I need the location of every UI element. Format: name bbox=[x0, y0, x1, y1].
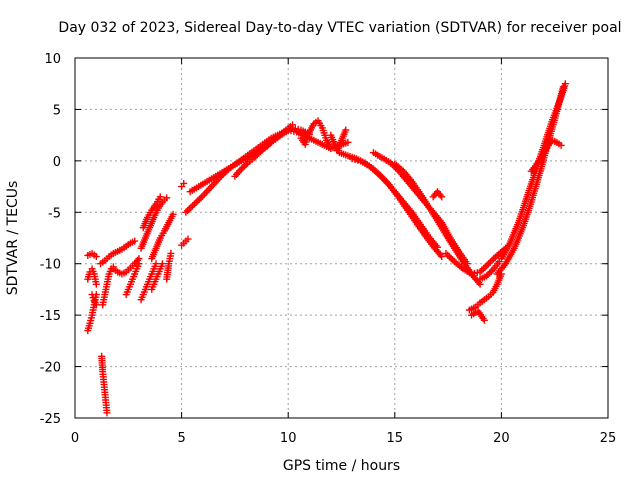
data-point bbox=[158, 260, 166, 268]
y-tick-label: -20 bbox=[40, 361, 61, 376]
y-tick-label: 10 bbox=[44, 52, 61, 67]
data-point bbox=[487, 267, 495, 275]
data-point bbox=[92, 280, 100, 288]
data-point bbox=[250, 154, 258, 162]
chart-title: Day 032 of 2023, Sidereal Day-to-day VTE… bbox=[58, 20, 621, 36]
data-point bbox=[240, 162, 248, 170]
data-point bbox=[152, 260, 160, 268]
data-point bbox=[242, 160, 250, 168]
data-point bbox=[252, 152, 260, 160]
plot-frame bbox=[74, 57, 609, 419]
data-point bbox=[237, 165, 245, 173]
data-point bbox=[342, 126, 350, 134]
data-point bbox=[92, 253, 100, 261]
data-point bbox=[92, 301, 100, 309]
data-point bbox=[131, 237, 139, 245]
y-tick-label: -15 bbox=[40, 309, 61, 324]
axis-ticks: 0 5 10 15 20 25 -25 -20 -15 -10 -5 0 5 10 bbox=[40, 52, 617, 446]
data-point bbox=[239, 164, 247, 172]
data-point bbox=[156, 193, 164, 201]
data-point bbox=[255, 149, 263, 157]
data-point bbox=[89, 294, 97, 302]
data-point bbox=[169, 210, 177, 218]
data-point bbox=[268, 138, 276, 146]
x-tick-label: 25 bbox=[600, 431, 617, 446]
data-point bbox=[135, 260, 143, 268]
data-point bbox=[253, 151, 261, 159]
y-tick-label: 0 bbox=[53, 155, 61, 170]
x-tick-label: 15 bbox=[387, 431, 404, 446]
y-tick-label: 5 bbox=[53, 103, 61, 118]
y-tick-label: -25 bbox=[40, 412, 61, 427]
x-tick-label: 10 bbox=[280, 431, 297, 446]
x-tick-label: 0 bbox=[71, 431, 79, 446]
data-point bbox=[486, 269, 494, 277]
y-tick-label: -10 bbox=[40, 258, 61, 273]
data-point bbox=[167, 249, 175, 257]
data-point bbox=[344, 138, 352, 146]
data-point bbox=[438, 253, 446, 261]
data-point bbox=[88, 291, 96, 299]
x-tick-label: 5 bbox=[177, 431, 185, 446]
data-point bbox=[561, 80, 569, 88]
x-tick-label: 20 bbox=[493, 431, 510, 446]
data-point bbox=[557, 141, 565, 149]
data-point bbox=[438, 193, 446, 201]
y-tick-label: -5 bbox=[48, 206, 61, 221]
data-point bbox=[484, 271, 492, 279]
data-point bbox=[433, 243, 441, 251]
grid-lines bbox=[75, 58, 608, 418]
data-point bbox=[480, 316, 488, 324]
data-point bbox=[163, 194, 171, 202]
data-point bbox=[288, 121, 296, 129]
data-point bbox=[264, 141, 272, 149]
data-point bbox=[184, 235, 192, 243]
data-point bbox=[266, 139, 274, 147]
data-points bbox=[84, 80, 569, 417]
data-point bbox=[263, 142, 271, 150]
x-axis-label: GPS time / hours bbox=[283, 458, 400, 474]
data-point bbox=[103, 409, 111, 417]
data-point bbox=[180, 179, 188, 187]
data-point bbox=[482, 272, 490, 280]
y-axis-label: SDTVAR / TECUs bbox=[5, 181, 21, 296]
